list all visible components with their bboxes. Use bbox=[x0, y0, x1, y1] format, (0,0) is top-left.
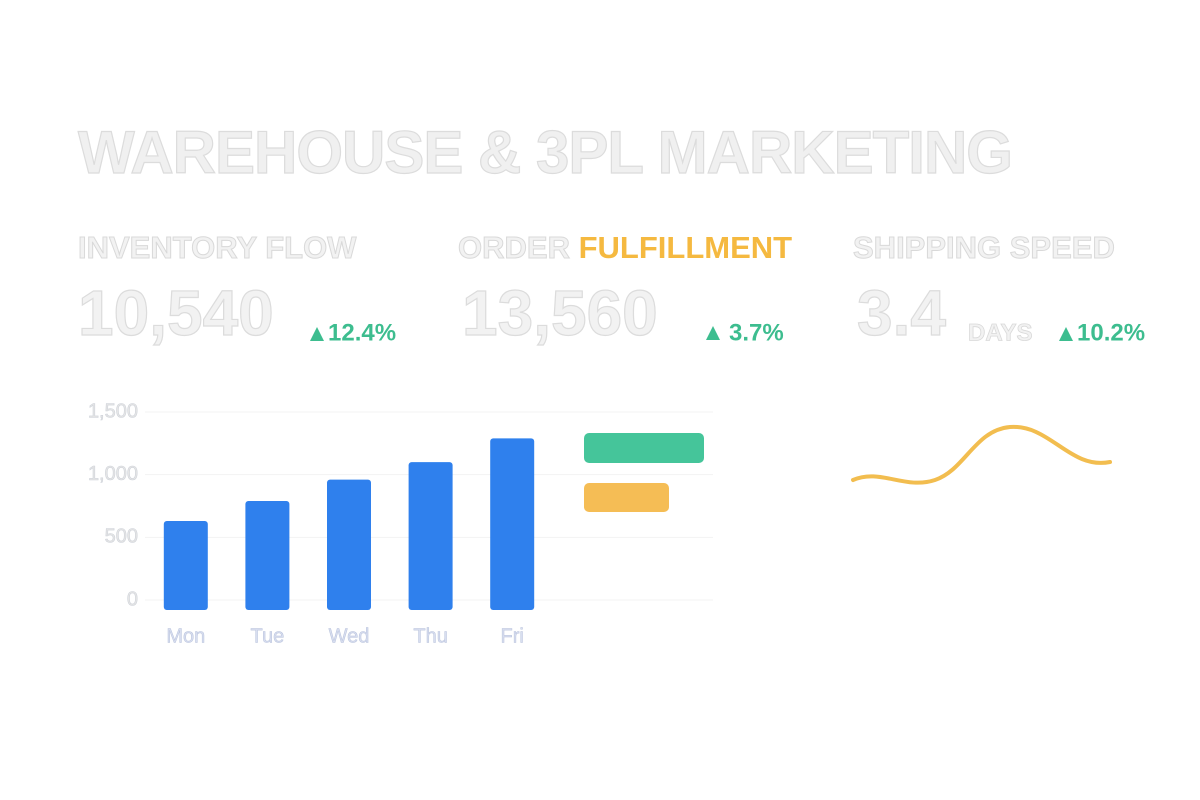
y-tick-label: 500 bbox=[105, 526, 138, 548]
kpi-value: 13,560 bbox=[462, 277, 658, 349]
x-tick-label: Wed bbox=[329, 625, 370, 647]
bar bbox=[245, 500, 290, 610]
up-arrow bbox=[1059, 327, 1073, 341]
up-arrow bbox=[310, 327, 324, 341]
hbar-decor bbox=[584, 483, 669, 512]
x-tick-label: Mon bbox=[166, 625, 205, 647]
sparkline-decor bbox=[851, 424, 1112, 485]
page-title: WAREHOUSE & 3PL MARKETING bbox=[78, 119, 1012, 186]
kpi-change: 3.7% bbox=[729, 319, 784, 346]
up-arrow bbox=[706, 326, 720, 340]
bar bbox=[327, 479, 371, 610]
hbar-decor bbox=[584, 433, 704, 463]
kpi-change: 12.4% bbox=[328, 319, 396, 346]
x-tick-label: Thu bbox=[413, 625, 447, 647]
kpi-label: INVENTORY FLOW bbox=[78, 230, 357, 265]
bar bbox=[490, 438, 535, 610]
bar bbox=[408, 462, 453, 610]
kpi-label: SHIPPING SPEED bbox=[853, 230, 1115, 265]
x-tick-label: Fri bbox=[501, 625, 524, 647]
kpi-label: ORDER FULFILLMENT bbox=[458, 230, 792, 265]
x-tick-label: Tue bbox=[251, 625, 285, 647]
kpi-label-highlight: FULFILLMENT bbox=[579, 230, 793, 265]
kpi-change: 10.2% bbox=[1077, 319, 1145, 346]
y-tick-label: 1,000 bbox=[88, 463, 138, 485]
y-tick-label: 1,500 bbox=[88, 400, 138, 422]
kpi-value: 10,540 bbox=[78, 277, 274, 349]
bar bbox=[163, 521, 208, 610]
y-tick-label: 0 bbox=[127, 588, 138, 610]
kpi-unit: DAYS bbox=[968, 319, 1032, 346]
kpi-label-part: ORDER bbox=[458, 230, 570, 265]
kpi-value: 3.4 bbox=[857, 277, 946, 349]
